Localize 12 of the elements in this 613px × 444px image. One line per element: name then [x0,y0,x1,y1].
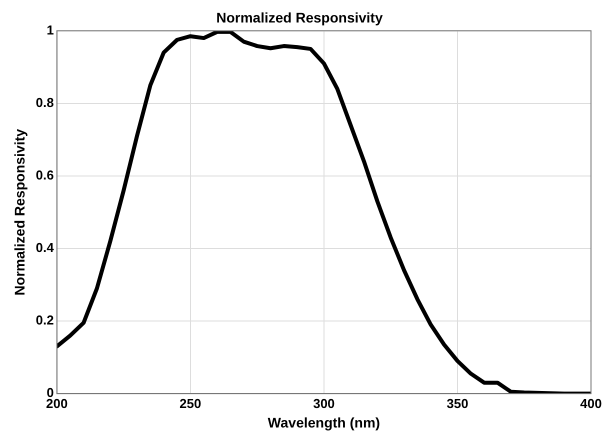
x-tick-label: 300 [313,396,335,411]
x-tick-label: 400 [580,396,602,411]
y-axis-title: Normalized Responsivity [11,128,28,296]
y-tick-label: 0.8 [36,94,54,110]
y-tick-label: 0.4 [36,240,55,256]
x-tick-label: 250 [180,396,202,411]
y-tick-label: 0.6 [36,168,54,182]
x-axis-title: Wavelength (nm) [268,414,380,430]
y-tick-label: 1 [46,22,54,38]
y-tick-label: 0.2 [36,312,54,328]
chart-title: Normalized Responsivity [216,9,383,26]
x-tick-label: 350 [446,396,468,411]
